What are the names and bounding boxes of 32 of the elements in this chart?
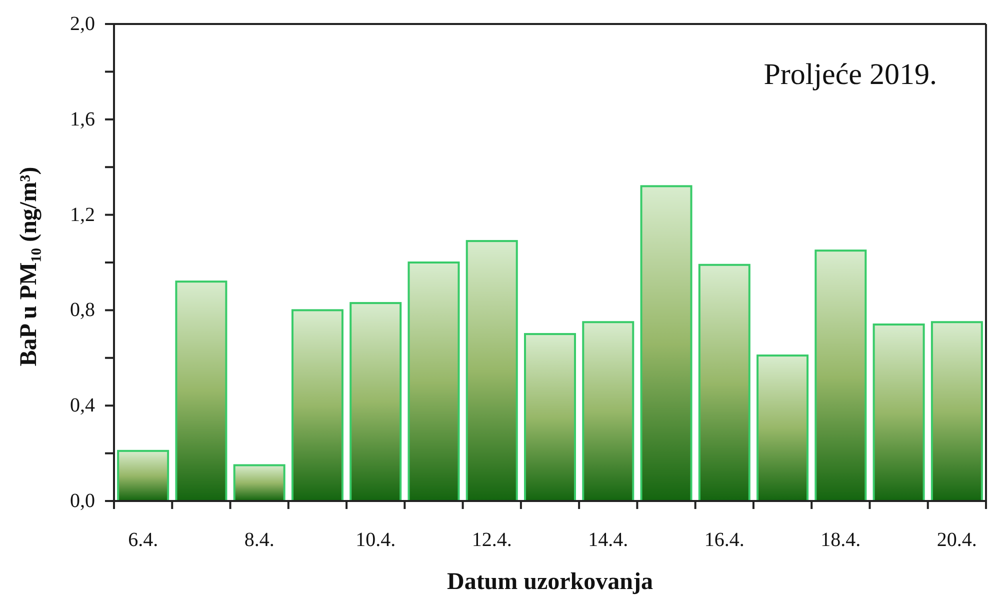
x-tick-label: 14.4. (588, 529, 628, 551)
x-tick-label: 20.4. (936, 529, 977, 551)
bar (640, 185, 692, 502)
y-tick-label: 0,4 (70, 394, 95, 417)
bar (698, 264, 750, 502)
y-tick-label: 1,6 (70, 108, 95, 130)
x-tick-label: 12.4. (472, 529, 512, 551)
bar (524, 333, 576, 502)
y-tick-label: 0,0 (70, 490, 95, 512)
x-tick-label: 16.4. (704, 529, 744, 551)
bar (814, 250, 867, 502)
x-tick-label: 10.4. (356, 529, 396, 551)
bar (408, 262, 460, 502)
x-tick-label: 8.4. (244, 529, 274, 551)
bar (582, 321, 634, 502)
bar (117, 450, 170, 502)
bar (466, 240, 518, 502)
x-axis-title: Datum uzorkovanja (446, 569, 654, 595)
bar (175, 280, 228, 502)
bar (930, 321, 983, 502)
y-axis-title: BaP u PM₁₀ (ng/m³) (16, 166, 42, 366)
bar (291, 309, 344, 502)
y-tick-label: 2,0 (70, 13, 95, 35)
bar (872, 324, 925, 502)
x-tick-label: 6.4. (128, 529, 158, 551)
text: Proljeće 2019. (764, 58, 937, 91)
x-tick-label: 18.4. (820, 529, 861, 551)
bar (756, 354, 809, 502)
bar (233, 464, 286, 502)
y-tick-label: 1,2 (70, 204, 95, 226)
bar (350, 302, 402, 502)
y-tick-label: 0,8 (70, 299, 95, 322)
